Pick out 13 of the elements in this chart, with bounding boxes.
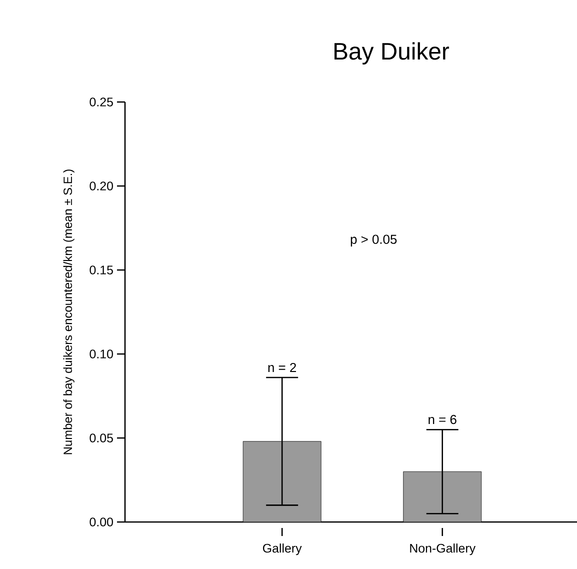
annotation: n = 6: [428, 414, 456, 424]
annotation: p > 0.05: [350, 234, 397, 246]
chart-title: Bay Duiker: [334, 42, 450, 65]
annotation: n = 2: [268, 362, 296, 372]
x-tick-label: Gallery: [262, 544, 302, 556]
y-tick-label: 0.15: [90, 266, 113, 274]
y-tick-label: 0.00: [90, 518, 113, 526]
y-tick-label: 0.05: [90, 434, 113, 442]
y-tick-label: 0.25: [90, 98, 113, 106]
x-tick-label: Non-Gallery: [410, 544, 476, 556]
y-tick-label: 0.20: [90, 182, 113, 190]
y-axis-title: Number of bay duikers encountered/km (mean ± S.E.): [63, 170, 74, 454]
y-tick-label: 0.10: [90, 350, 113, 358]
